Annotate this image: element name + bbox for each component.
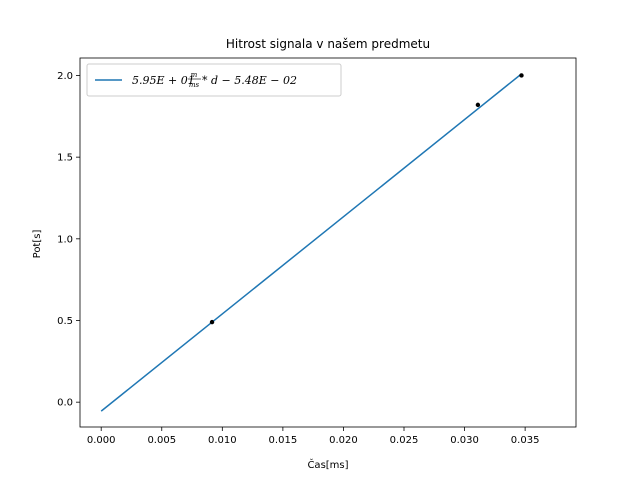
legend: 5.95E + 01 m ms * d − 5.48E − 02 [86, 63, 342, 97]
x-tick-label: 0.035 [511, 435, 540, 446]
y-tick-label: 0.0 [57, 398, 73, 409]
x-tick-label: 0.020 [329, 435, 358, 446]
x-tick-label: 0.025 [390, 435, 419, 446]
legend-frac-num: m [191, 71, 198, 79]
data-point [519, 73, 524, 78]
legend-frac-den: ms [189, 81, 200, 89]
legend-entry: 5.95E + 01 [132, 74, 195, 87]
y-tick-label: 1.5 [57, 153, 73, 164]
data-point [209, 319, 215, 325]
plot-area [100, 73, 524, 412]
legend-frame [86, 63, 342, 97]
chart-title: Hitrost signala v našem predmetu [226, 37, 430, 51]
fit-line-series-0 [100, 73, 522, 412]
y-axis: 0.0 0.5 1.0 1.5 2.0 [57, 71, 80, 409]
legend-main: 5.95E + 01 [132, 74, 195, 87]
x-tick-label: 0.015 [269, 435, 298, 446]
data-point [475, 102, 481, 108]
x-tick-label: 0.000 [87, 435, 116, 446]
legend-rest: * d − 5.48E − 02 [202, 74, 297, 87]
y-tick-label: 1.0 [57, 234, 73, 245]
x-axis: 0.000 0.005 0.010 0.015 0.020 0.025 0.030 0.035 [87, 427, 540, 446]
y-axis-label: Pot[s] [32, 230, 43, 259]
x-tick-label: 0.030 [450, 435, 479, 446]
y-tick-label: 2.0 [57, 71, 73, 82]
axes-frame [79, 57, 577, 428]
x-tick-label: 0.005 [147, 435, 176, 446]
x-axis-label: Čas[ms] [307, 458, 348, 471]
y-tick-label: 0.5 [57, 316, 73, 327]
x-tick-label: 0.010 [208, 435, 237, 446]
